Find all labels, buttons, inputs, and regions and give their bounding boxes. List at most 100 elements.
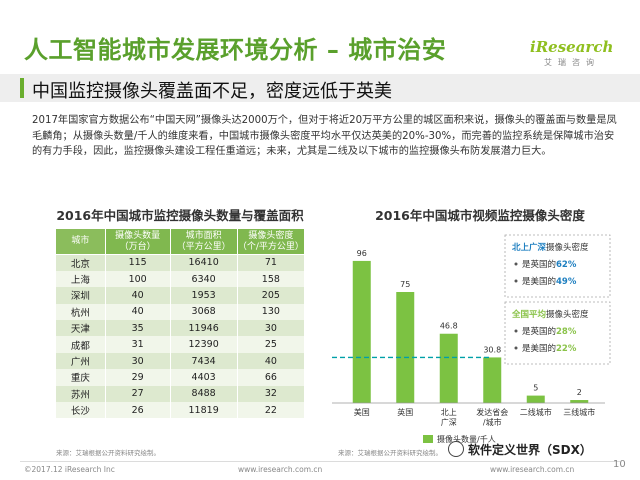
table-row: 深圳 40 1953 205	[55, 287, 306, 304]
table-body: 北京 115 16410 71 上海 100 6340 158 深圳 40 1953 205 杭州 40 3…	[55, 254, 306, 419]
iresearch-logo: iResearch 艾瑞咨询	[530, 38, 614, 74]
category-label: 三线城市	[563, 407, 595, 417]
table-cell: 11819	[169, 402, 238, 419]
table-cell: 32	[236, 385, 306, 403]
table-cell: 22	[236, 402, 306, 419]
table-row: 广州 30 7434 40	[55, 352, 306, 370]
table-cell: 成都	[55, 336, 106, 353]
table-row: 杭州 40 3068 130	[55, 303, 306, 321]
annotation-box	[504, 301, 611, 365]
bar	[439, 333, 458, 403]
table-row: 上海 100 6340 158	[55, 270, 306, 288]
city-camera-table: 城市 摄像头数量 （万台） 城市面积 （平方公里） 摄像头密度 （个/平方公里） 北京 115…	[55, 228, 306, 419]
page-title: 人工智能城市发展环境分析 – 城市治安	[24, 36, 447, 64]
table-header-cell: 摄像头数量 （万台）	[104, 228, 171, 255]
table-cell: 12390	[169, 336, 238, 353]
table-row: 北京 115 16410 71	[55, 254, 306, 271]
table-cell: 8488	[169, 385, 238, 403]
table-cell: 130	[236, 303, 306, 321]
annotation-item: 是美国的49%	[522, 276, 577, 287]
chart-source: 来源：艾瑞根据公开资料研究绘制。	[338, 449, 442, 457]
annotation-box	[504, 234, 611, 298]
bar	[352, 260, 371, 403]
annotation-item: 是美国的22%	[522, 343, 577, 354]
table-cell: 115	[104, 254, 171, 271]
category-label: 发达省会	[476, 407, 508, 417]
table-cell: 205	[236, 287, 306, 304]
table-cell: 1953	[169, 287, 238, 304]
bullet-icon	[514, 279, 518, 283]
bullet-icon	[514, 262, 518, 266]
table-cell: 上海	[55, 270, 106, 288]
table-cell: 广州	[55, 352, 106, 370]
data-label: 46.8	[440, 322, 458, 331]
table-cell: 长沙	[55, 402, 106, 419]
legend-label: 摄像头数量/千人	[437, 434, 496, 444]
table-cell: 杭州	[55, 303, 106, 321]
data-label: 2	[577, 388, 582, 397]
footer-divider	[20, 461, 620, 462]
table-cell: 6340	[169, 270, 238, 288]
table-header-cell: 摄像头密度 （个/平方公里）	[236, 228, 306, 255]
bar	[526, 395, 545, 403]
table-cell: 苏州	[55, 385, 106, 403]
table-header-row: 城市 摄像头数量 （万台） 城市面积 （平方公里） 摄像头密度 （个/平方公里）	[55, 228, 306, 255]
table-row: 成都 31 12390 25	[55, 336, 306, 353]
table-cell: 40	[236, 352, 306, 370]
table-row: 重庆 29 4403 66	[55, 369, 306, 386]
table-cell: 16410	[169, 254, 238, 271]
intro-paragraph: 2017年国家官方数据公布“中国天网”摄像头达2000万个，但对于将近20万平方…	[32, 115, 617, 157]
category-label: 北上	[441, 408, 457, 417]
table-cell: 100	[104, 270, 171, 288]
table-header-cell: 城市	[55, 228, 106, 255]
logo-brand: iResearch	[530, 38, 614, 56]
annotation-title: 北上广深摄像头密度	[512, 242, 589, 253]
table-cell: 27	[104, 385, 171, 403]
table-cell: 158	[236, 270, 306, 288]
table-cell: 3068	[169, 303, 238, 321]
table-cell: 7434	[169, 352, 238, 370]
bullet-icon	[514, 346, 518, 350]
annotation-title: 全国平均摄像头密度	[511, 309, 589, 320]
table-cell: 重庆	[55, 369, 106, 386]
data-label: 5	[533, 384, 538, 393]
data-label: 30.8	[483, 345, 501, 354]
table-row: 天津 35 11946 30	[55, 320, 306, 337]
table-cell: 26	[104, 402, 171, 419]
footer-url-middle: www.iresearch.com.cn	[238, 465, 323, 474]
annotation-item: 是英国的62%	[522, 259, 577, 270]
table-row: 长沙 26 11819 22	[55, 402, 306, 419]
watermark-text: 软件定义世界（SDX）	[468, 443, 592, 457]
wechat-icon	[448, 441, 464, 457]
table-cell: 29	[104, 369, 171, 386]
subtitle-band: 中国监控摄像头覆盖面不足，密度远低于英美	[0, 74, 640, 102]
table-cell: 25	[236, 336, 306, 353]
table-title: 2016年中国城市监控摄像头数量与覆盖面积	[56, 208, 304, 223]
table-cell: 30	[104, 352, 171, 370]
page-number: 10	[613, 459, 626, 470]
category-label: 美国	[354, 407, 370, 417]
table-cell: 30	[236, 320, 306, 337]
chart-title: 2016年中国城市视频监控摄像头密度	[375, 208, 585, 223]
category-label: 广深	[441, 417, 457, 427]
table-cell: 天津	[55, 320, 106, 337]
bar	[570, 400, 589, 403]
data-label: 96	[357, 249, 367, 258]
bar	[483, 357, 502, 403]
table-cell: 11946	[169, 320, 238, 337]
table-cell: 31	[104, 336, 171, 353]
subtitle-accent-bar	[20, 78, 24, 98]
category-label: /城市	[483, 417, 502, 427]
page-subtitle: 中国监控摄像头覆盖面不足，密度远低于英美	[32, 81, 392, 102]
data-label: 75	[400, 280, 410, 289]
logo-cn: 艾瑞咨询	[544, 58, 600, 67]
table-cell: 71	[236, 254, 306, 271]
footer-copyright: ©2017.12 iResearch Inc	[24, 465, 115, 474]
category-label: 二线城市	[520, 407, 552, 417]
table-cell: 66	[236, 369, 306, 386]
table-row: 苏州 27 8488 32	[55, 385, 306, 403]
table-header-cell: 城市面积 （平方公里）	[169, 228, 238, 255]
legend-swatch	[423, 435, 433, 443]
table-cell: 40	[104, 303, 171, 321]
table-cell: 40	[104, 287, 171, 304]
